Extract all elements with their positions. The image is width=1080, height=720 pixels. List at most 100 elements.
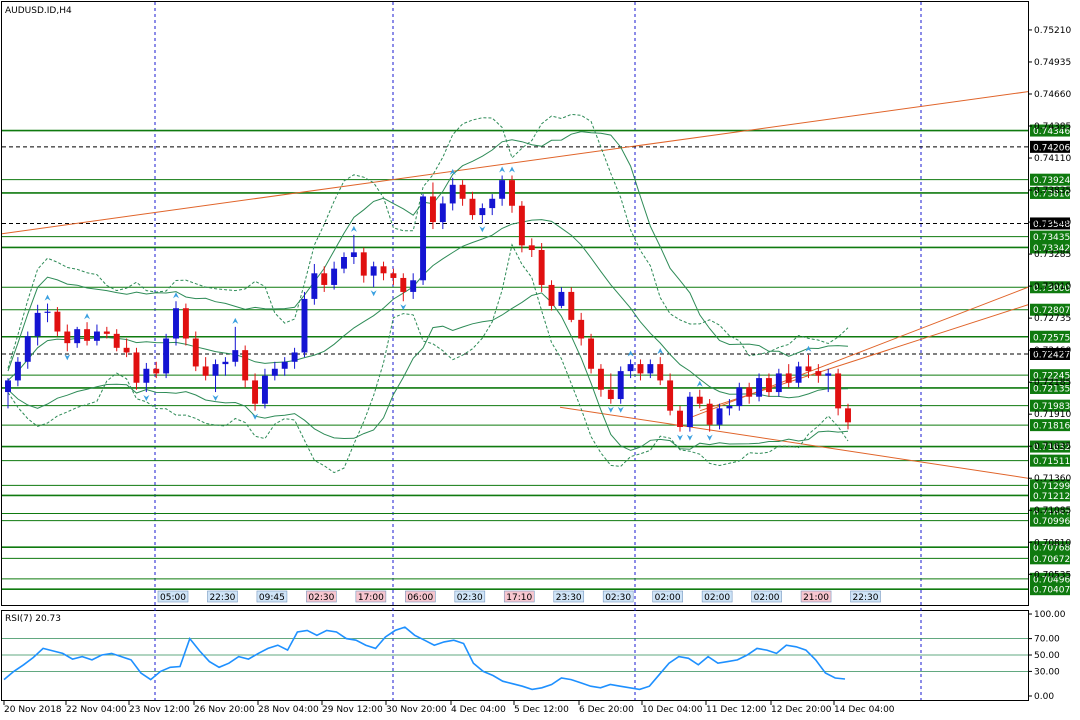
price-tick-16: 0.70810 — [1034, 538, 1071, 548]
price-tick-4: 0.74110 — [1034, 154, 1071, 164]
candle-body-62 — [617, 371, 624, 400]
session-label-0: 05:00 — [160, 593, 186, 603]
level-tag-21 — [1030, 541, 1070, 554]
candle-body-71 — [706, 403, 713, 425]
chart-title: AUDUSD.ID,H4 — [5, 6, 72, 16]
session-label-6: 02:30 — [457, 593, 483, 603]
level-tag-23 — [1030, 572, 1070, 585]
candle-body-82 — [815, 371, 822, 376]
candle-body-31 — [311, 273, 318, 299]
session-label-9: 02:30 — [605, 593, 631, 603]
candle-body-36 — [360, 252, 367, 276]
candle-body-21 — [212, 364, 219, 376]
level-tag-text-20: 0.70996 — [1033, 517, 1070, 527]
level-tag-4 — [1030, 217, 1070, 230]
fractal-up-17 — [173, 292, 179, 299]
level-tag-14 — [1030, 419, 1070, 432]
session-tag-14 — [850, 590, 881, 603]
candle-body-4 — [44, 311, 51, 313]
candle-body-74 — [736, 387, 743, 407]
candle-body-41 — [410, 280, 417, 292]
trendlines-layer — [1, 91, 1029, 479]
candle-body-68 — [677, 410, 683, 427]
candle-body-77 — [765, 378, 772, 393]
session-tag-7 — [503, 590, 535, 603]
level-tag-text-4: 0.73548 — [1033, 220, 1070, 230]
candle-body-17 — [173, 308, 179, 339]
candle-body-46 — [459, 184, 466, 199]
session-tag-1 — [207, 590, 238, 603]
fractal-down-61 — [607, 406, 614, 413]
time-tick-13: 14 Dec 04:00 — [834, 705, 895, 715]
level-tag-text-21: 0.70768 — [1033, 544, 1070, 554]
level-tag-1 — [1030, 140, 1070, 153]
rsi-tick-4: 0.00 — [1034, 692, 1054, 702]
candle-body-49 — [489, 198, 496, 209]
band-dashed-upper — [7, 113, 849, 369]
band-dashed-lower — [7, 243, 849, 474]
fractal-down-69 — [686, 434, 693, 441]
fractal-up-4 — [44, 294, 51, 301]
candle-body-16 — [163, 338, 170, 374]
candle-body-6 — [64, 331, 71, 344]
fractal-up-81 — [805, 345, 812, 352]
candle-body-56 — [558, 291, 565, 306]
main-panel-frame — [1, 1, 1029, 606]
level-tag-text-24: 0.70407 — [1033, 586, 1070, 596]
fractal-down-62 — [617, 406, 624, 413]
time-tick-3: 26 Nov 20:00 — [194, 705, 255, 715]
candle-body-20 — [202, 366, 209, 376]
level-tag-15 — [1030, 440, 1070, 453]
level-tag-text-15: 0.71632 — [1033, 443, 1070, 453]
price-tick-8: 0.73010 — [1034, 282, 1071, 292]
session-tag-6 — [454, 590, 486, 603]
level-tag-11 — [1030, 369, 1070, 382]
session-tag-5 — [405, 590, 436, 603]
session-label-10: 02:00 — [655, 593, 681, 603]
price-tick-13: 0.71635 — [1034, 442, 1071, 452]
level-tag-22 — [1030, 552, 1070, 565]
level-tag-6 — [1030, 241, 1070, 254]
level-tag-text-3: 0.73810 — [1033, 189, 1070, 199]
fractal-up-70 — [696, 380, 703, 387]
fractal-down-40 — [400, 304, 407, 311]
candle-body-26 — [261, 375, 268, 404]
fractal-down-37 — [370, 290, 377, 297]
candle-body-70 — [696, 396, 703, 404]
candle-body-55 — [548, 284, 555, 306]
session-label-12: 02:00 — [754, 593, 780, 603]
candle-body-72 — [716, 408, 723, 425]
band-solid-middle — [7, 219, 849, 399]
session-label-3: 02:30 — [308, 593, 334, 603]
price-tick-2: 0.74660 — [1034, 90, 1071, 100]
candle-body-84 — [835, 373, 842, 409]
session-label-4: 17:00 — [358, 593, 384, 603]
fractal-down-6 — [64, 354, 71, 361]
trendline-0 — [1, 91, 1029, 235]
fractal-down-48 — [479, 226, 486, 233]
level-lines-layer — [2, 129, 1028, 590]
candle-body-83 — [825, 373, 832, 376]
candles-layer — [5, 175, 851, 432]
level-tag-9 — [1030, 330, 1070, 343]
level-tag-text-12: 0.72135 — [1033, 384, 1070, 394]
candle-body-13 — [133, 352, 140, 383]
session-tag-8 — [553, 590, 585, 603]
time-tick-2: 23 Nov 12:00 — [129, 705, 190, 715]
candle-body-48 — [479, 208, 486, 216]
fractal-up-45 — [449, 168, 456, 175]
level-tag-text-13: 0.71983 — [1033, 402, 1070, 412]
level-tag-text-5: 0.73435 — [1033, 233, 1070, 243]
candle-body-58 — [578, 319, 585, 339]
level-tag-text-9: 0.72575 — [1033, 333, 1070, 343]
session-tag-4 — [355, 590, 387, 603]
candle-body-85 — [845, 408, 851, 423]
time-tick-11: 11 Dec 12:00 — [706, 705, 767, 715]
band-solid-upper — [7, 131, 849, 372]
rsi-panel-frame — [1, 610, 1029, 701]
fractal-up-66 — [657, 348, 664, 355]
candle-body-30 — [301, 298, 308, 353]
session-labels-layer: 05:00 22:30 09:45 02:30 17:00 06:00 02:30 17:10… — [157, 590, 881, 603]
candle-body-53 — [528, 245, 535, 251]
level-tag-text-6: 0.73342 — [1033, 244, 1070, 254]
